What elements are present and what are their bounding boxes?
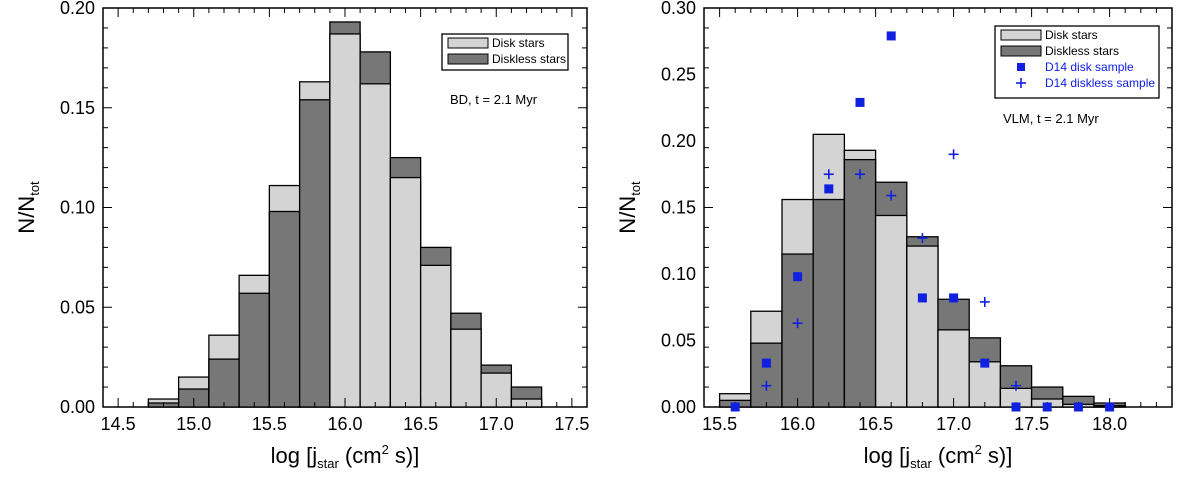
y-tick-label: 0.20 — [661, 131, 696, 151]
y-axis-title-main: N/N — [615, 196, 640, 234]
y-tick-label: 0.15 — [60, 98, 95, 118]
y-axis-title-sub: tot — [628, 181, 643, 196]
diskless-sample-marker — [1011, 380, 1021, 391]
x-axis-title-end: s)] — [389, 443, 420, 468]
y-tick-label: 0.20 — [60, 0, 95, 18]
disk-sample-marker — [1073, 402, 1083, 412]
legend-label: Diskless stars — [1045, 44, 1119, 58]
diskless-sample-marker — [886, 190, 897, 201]
disk-bar — [359, 83, 392, 408]
disk-sample-marker — [886, 31, 896, 41]
diskless-sample-marker — [792, 318, 803, 329]
diskless-sample-marker — [948, 149, 959, 160]
disk-bar — [968, 361, 1002, 408]
y-tick-label: 0.00 — [661, 397, 696, 417]
x-tick-label: 17.5 — [554, 414, 589, 434]
disk-bar — [874, 214, 908, 408]
disk-sample-marker — [824, 184, 834, 194]
disk-bar — [389, 176, 422, 408]
disk-bar — [419, 264, 452, 408]
x-axis-title-sub: star — [910, 456, 932, 471]
annotation-text: VLM, t = 2.1 Myr — [1003, 111, 1099, 126]
y-tick-label: 0.05 — [60, 297, 95, 317]
legend-swatch-diskless-sample — [1016, 78, 1026, 88]
x-axis-title-mid: (cm — [339, 443, 382, 468]
y-tick-label: 0.05 — [661, 331, 696, 351]
y-axis-title: N/Ntot — [14, 181, 42, 234]
disk-sample-marker — [730, 402, 740, 412]
x-axis-title: log [jstar (cm2 s)] — [271, 442, 420, 471]
chart-panel-left: 14.5 15.0 15.5 16.0 16.5 17.0 17.5 0.00 0.05 0.10… — [14, 0, 589, 471]
legend-swatch-disk-sample — [1017, 63, 1025, 71]
y-axis-title: N/Ntot — [615, 181, 643, 234]
legend-swatch-disk — [447, 37, 489, 49]
diskless-bar — [238, 292, 271, 408]
y-axis-title-sub: tot — [27, 181, 42, 196]
x-axis-title-main: log [j — [271, 443, 317, 468]
diskless-bar — [268, 210, 301, 408]
legend-label: Disk stars — [492, 36, 545, 50]
disk-bar — [906, 245, 939, 408]
disk-sample-marker — [1011, 402, 1021, 412]
x-tick-label: 14.5 — [101, 414, 136, 434]
x-tick-label: 17.5 — [1014, 414, 1049, 434]
x-tick-label: 15.5 — [702, 414, 737, 434]
diskless-bar — [298, 99, 331, 408]
chart-panel-right: 15.5 16.0 16.5 17.0 17.5 18.0 0.00 0.05 0.10 0.15… — [615, 0, 1173, 471]
legend-swatch-diskless — [447, 53, 489, 65]
y-tick-label: 0.25 — [661, 65, 696, 85]
x-axis-title: log [jstar (cm2 s)] — [864, 442, 1013, 471]
x-tick-label: 16.0 — [780, 414, 815, 434]
disk-bar — [450, 328, 482, 408]
x-axis-title-sup: 2 — [382, 442, 389, 457]
disk-sample-marker — [761, 358, 771, 368]
disk-sample-marker — [855, 97, 865, 107]
disk-bar — [329, 33, 361, 408]
x-axis-title-main: log [j — [864, 443, 910, 468]
diskless-sample-marker — [761, 380, 772, 391]
x-tick-label: 16.5 — [403, 414, 438, 434]
x-tick-label: 16.0 — [327, 414, 362, 434]
x-axis-title-sub: star — [317, 456, 339, 471]
disk-bar — [937, 329, 970, 408]
y-tick-label: 0.10 — [60, 198, 95, 218]
x-axis-title-end: s)] — [982, 443, 1013, 468]
y-tick-label: 0.00 — [60, 397, 95, 417]
y-tick-label: 0.15 — [661, 198, 696, 218]
diskless-sample-marker — [823, 169, 834, 180]
y-axis-title-main: N/N — [14, 196, 39, 234]
legend-swatch-diskless — [1000, 45, 1042, 57]
diskless-sample-marker — [855, 169, 865, 180]
legend-label: Diskless stars — [492, 52, 566, 66]
x-axis-title-mid: (cm — [932, 443, 975, 468]
x-tick-label: 15.5 — [252, 414, 287, 434]
diskless-bar — [750, 342, 783, 408]
diskless-sample-marker — [917, 233, 928, 244]
diskless-bar — [208, 358, 240, 408]
annotation-text: BD, t = 2.1 Myr — [450, 92, 538, 107]
x-tick-label: 17.0 — [479, 414, 514, 434]
x-tick-label: 15.0 — [176, 414, 211, 434]
legend-label: Disk stars — [1045, 28, 1098, 42]
x-tick-label: 18.0 — [1092, 414, 1127, 434]
y-tick-label: 0.30 — [661, 0, 696, 18]
diskless-bar — [843, 158, 877, 408]
disk-sample-marker — [793, 272, 803, 282]
x-tick-label: 16.5 — [858, 414, 893, 434]
x-axis-title-sup: 2 — [975, 442, 982, 457]
disk-sample-marker — [1042, 402, 1052, 412]
disk-sample-marker — [917, 293, 927, 303]
diskless-sample-marker — [979, 296, 990, 307]
disk-sample-marker — [1105, 402, 1115, 412]
y-tick-label: 0.10 — [661, 264, 696, 284]
disk-sample-marker — [980, 358, 990, 368]
legend-label: D14 disk sample — [1045, 60, 1134, 74]
legend-label: D14 diskless sample — [1045, 76, 1155, 90]
x-tick-label: 17.0 — [936, 414, 971, 434]
diskless-bar — [812, 198, 846, 408]
legend-swatch-disk — [1000, 29, 1042, 41]
disk-sample-marker — [949, 293, 959, 303]
